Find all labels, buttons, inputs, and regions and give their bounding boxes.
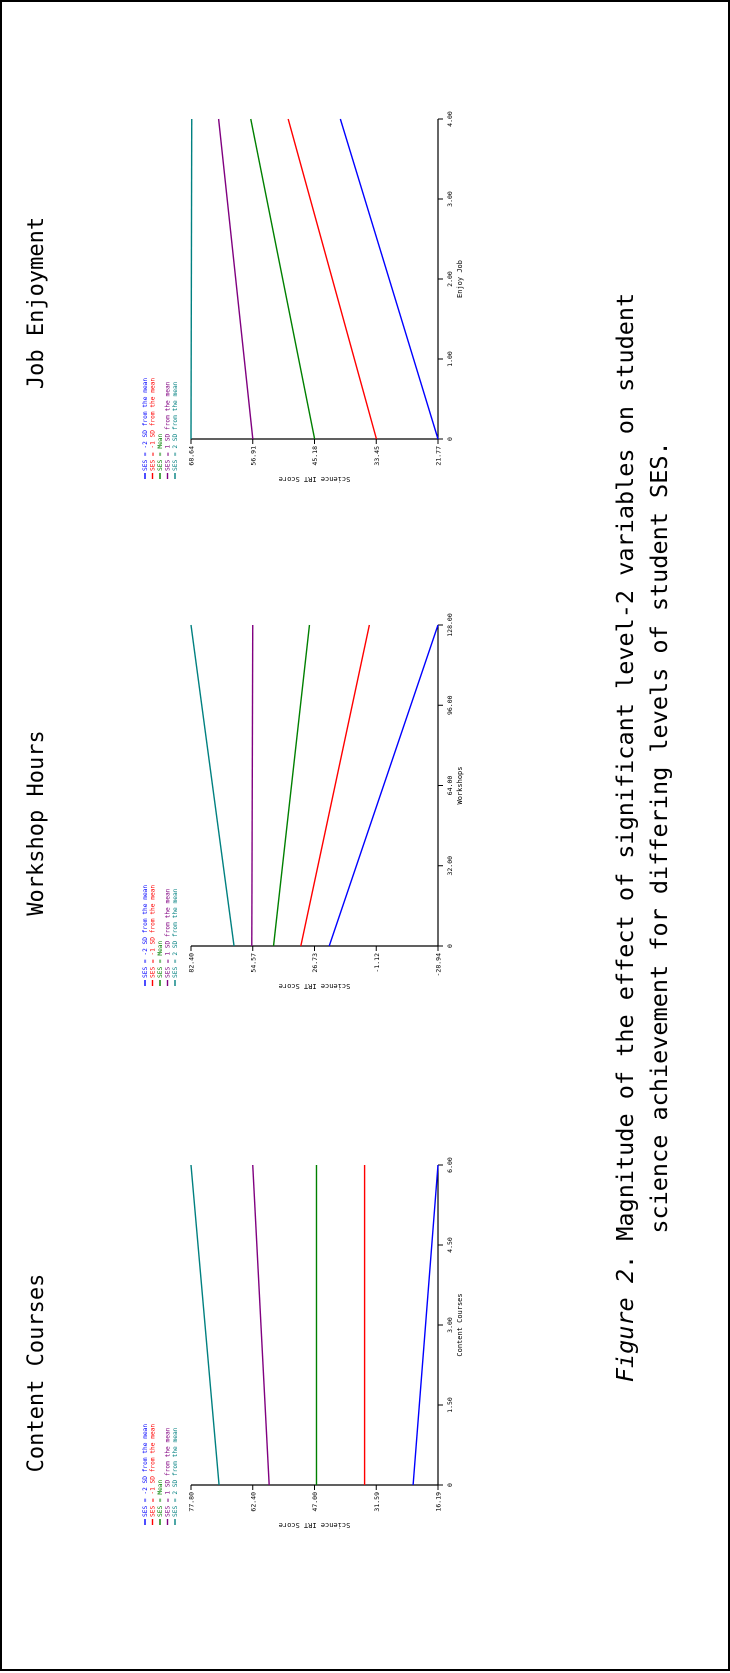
x-tick-label: 4.00 bbox=[446, 111, 454, 127]
series-line bbox=[252, 1164, 270, 1486]
legend-entry: SES = 1 SD from the mean bbox=[165, 888, 172, 978]
chart-2: 0 1.00 2.00 3.00 4.00 Enjoy Job 21.77 33.45 45.1… bbox=[142, 111, 464, 483]
chart-1: 0 32.00 64.00 96.00 128.00 Workshops -28.94 -1.… bbox=[142, 613, 464, 990]
y-tick-label: 45.18 bbox=[311, 446, 319, 466]
caption-line-1-text: . Magnitude of the effect of significant… bbox=[611, 292, 639, 1270]
y-tick-label: -28.94 bbox=[435, 953, 443, 977]
legend-entry: SES = -1 SD from the mean bbox=[150, 1424, 157, 1517]
series-line bbox=[251, 624, 254, 947]
series-line bbox=[300, 624, 371, 947]
legend-entry: SES = 1 SD from the mean bbox=[165, 1427, 172, 1517]
legend-entry: SES = 2 SD from the mean bbox=[172, 1427, 179, 1517]
caption-figure-label: Figure 2 bbox=[611, 1269, 639, 1383]
series-line bbox=[217, 118, 254, 440]
series-line bbox=[190, 1164, 220, 1486]
legend-entry: SES = Mean bbox=[157, 940, 164, 978]
figure-caption: Figure 2. Magnitude of the effect of sig… bbox=[608, 2, 676, 1673]
legend-entry: SES = -1 SD from the mean bbox=[150, 885, 157, 978]
x-tick-label: 6.00 bbox=[446, 1157, 454, 1173]
x-tick-label: 0 bbox=[446, 944, 454, 948]
y-tick-label: 16.19 bbox=[435, 1492, 443, 1512]
caption-line-1: Figure 2. Magnitude of the effect of sig… bbox=[608, 2, 642, 1673]
x-axis-label: Enjoy Job bbox=[456, 260, 464, 298]
legend-entry: SES = Mean bbox=[157, 1479, 164, 1517]
x-tick-label: 64.00 bbox=[446, 776, 454, 796]
y-tick-label: 56.91 bbox=[249, 446, 257, 466]
series-line bbox=[287, 118, 378, 440]
chart-0: 0 1.50 3.00 4.50 6.00 Content Courses 16.19 31.… bbox=[142, 1157, 464, 1529]
y-axis-label: Science IRT Score bbox=[279, 475, 351, 483]
y-tick-label: 31.59 bbox=[373, 1492, 381, 1512]
x-tick-label: 1.50 bbox=[446, 1397, 454, 1413]
x-tick-label: 3.00 bbox=[446, 191, 454, 207]
x-tick-label: 0 bbox=[446, 1483, 454, 1487]
x-tick-label: 32.00 bbox=[446, 856, 454, 876]
series-line bbox=[250, 118, 316, 440]
x-tick-label: 1.00 bbox=[446, 351, 454, 367]
series-line bbox=[190, 624, 235, 947]
legend-entry: SES = 1 SD from the mean bbox=[165, 381, 172, 471]
x-axis-label: Workshops bbox=[456, 767, 464, 805]
series-line bbox=[412, 1164, 439, 1486]
x-tick-label: 4.50 bbox=[446, 1237, 454, 1253]
y-tick-label: 62.40 bbox=[249, 1492, 257, 1512]
y-tick-label: 82.40 bbox=[188, 953, 196, 973]
series-line bbox=[339, 118, 439, 440]
legend-entry: SES = -1 SD from the mean bbox=[150, 378, 157, 471]
legend-entry: SES = 2 SD from the mean bbox=[172, 888, 179, 978]
series-line bbox=[272, 624, 311, 947]
y-tick-label: 47.00 bbox=[311, 1492, 319, 1512]
y-tick-label: 21.77 bbox=[435, 446, 443, 466]
x-tick-label: 3.00 bbox=[446, 1317, 454, 1333]
x-tick-label: 128.00 bbox=[446, 613, 454, 637]
y-tick-label: -1.12 bbox=[373, 953, 381, 973]
y-tick-label: 33.45 bbox=[373, 446, 381, 466]
legend-entry: SES = -2 SD from the mean bbox=[142, 885, 149, 978]
y-tick-label: 26.73 bbox=[311, 953, 319, 973]
legend-entry: SES = 2 SD from the mean bbox=[172, 381, 179, 471]
x-tick-label: 2.00 bbox=[446, 271, 454, 287]
legend-entry: SES = Mean bbox=[157, 433, 164, 471]
legend-entry: SES = -2 SD from the mean bbox=[142, 378, 149, 471]
x-axis-label: Content Courses bbox=[456, 1293, 464, 1356]
caption-line-2: science achievement for differing levels… bbox=[645, 441, 673, 1234]
legend-entry: SES = -2 SD from the mean bbox=[142, 1424, 149, 1517]
y-tick-label: 77.80 bbox=[188, 1492, 196, 1512]
x-tick-label: 0 bbox=[446, 437, 454, 441]
y-axis-label: Science IRT Score bbox=[279, 982, 351, 990]
series-line bbox=[328, 624, 439, 947]
y-tick-label: 68.64 bbox=[188, 446, 196, 466]
y-axis-label: Science IRT Score bbox=[279, 1521, 351, 1529]
x-tick-label: 96.00 bbox=[446, 695, 454, 715]
y-tick-label: 54.57 bbox=[249, 953, 257, 973]
series-line bbox=[190, 118, 193, 440]
